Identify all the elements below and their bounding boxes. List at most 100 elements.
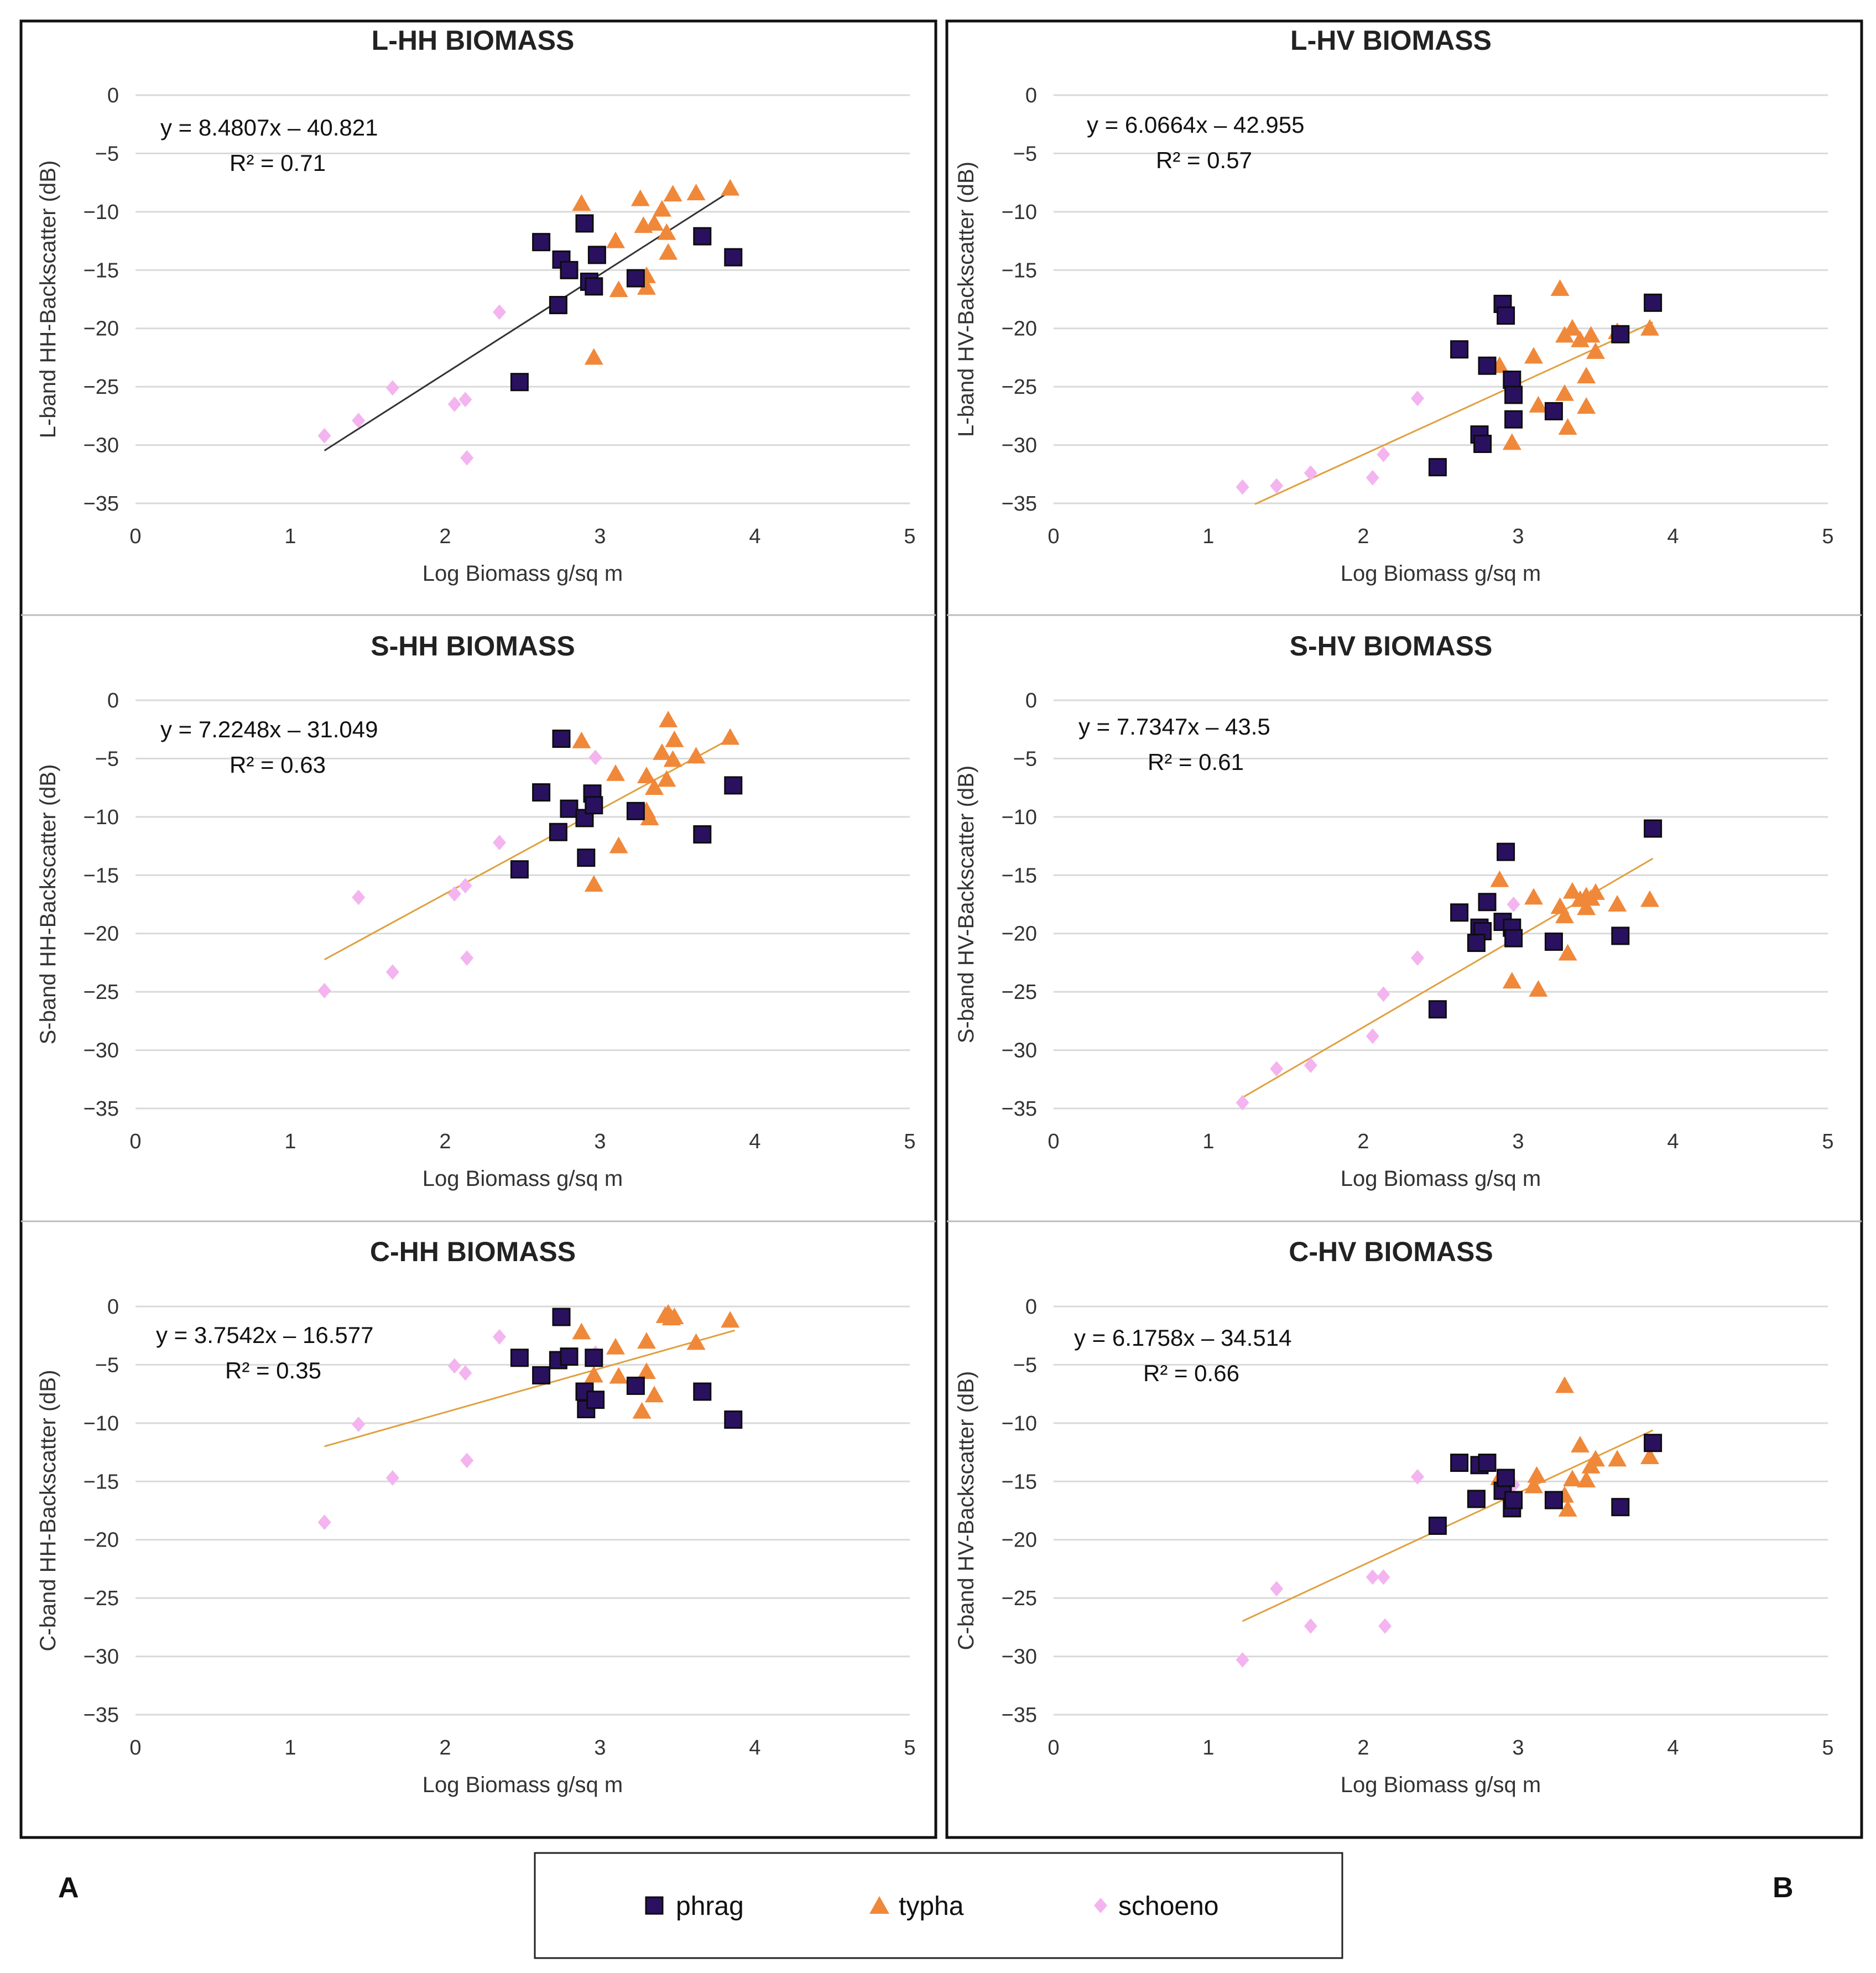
legend-label-phrag: phrag [676, 1892, 744, 1921]
trendline [324, 1329, 736, 1448]
data-point-phrag [585, 1349, 603, 1367]
data-point-phrag [577, 1400, 596, 1419]
data-point-typha [1563, 1470, 1582, 1487]
data-point-schoeno [493, 304, 506, 320]
y-tick-label: −15 [84, 1470, 119, 1493]
data-point-schoeno [1270, 1061, 1284, 1077]
data-point-typha [606, 764, 625, 781]
x-tick-label: 3 [1512, 525, 1524, 548]
data-point-typha [1502, 433, 1521, 450]
data-point-typha [1490, 870, 1509, 887]
trend-equation: y = 6.0664x – 42.955 [1087, 112, 1304, 138]
data-point-typha [721, 179, 740, 196]
data-point-phrag [510, 1349, 529, 1367]
data-point-schoeno [1270, 1581, 1284, 1597]
y-tick-label: 0 [107, 689, 119, 712]
chart-title: C-HV BIOMASS [1289, 1236, 1493, 1267]
x-tick-label: 0 [129, 525, 141, 548]
data-point-typha [606, 231, 625, 248]
data-point-phrag [693, 227, 712, 246]
data-point-phrag [532, 1366, 551, 1384]
y-tick-label: −25 [84, 981, 119, 1004]
x-axis-label: Log Biomass g/sq m [423, 561, 623, 586]
data-point-phrag [587, 246, 606, 264]
y-tick-label: −25 [1002, 981, 1037, 1004]
data-point-schoeno [1377, 446, 1390, 462]
data-point-schoeno [460, 950, 474, 966]
data-point-typha [653, 200, 671, 217]
data-point-typha [609, 1367, 628, 1384]
trendline [324, 735, 736, 961]
y-tick-label: −30 [84, 434, 119, 457]
data-point-schoeno [1304, 1057, 1317, 1073]
data-point-typha [645, 778, 664, 795]
data-point-typha [1555, 907, 1574, 924]
data-point-typha [663, 750, 682, 767]
x-tick-label: 4 [749, 1736, 760, 1759]
y-tick-label: 0 [1025, 1295, 1037, 1319]
trend-equation: y = 7.2248x – 31.049 [160, 716, 378, 742]
legend-marker-schoeno [1094, 1898, 1107, 1913]
y-tick-label: −35 [84, 1097, 119, 1121]
data-point-phrag [724, 1410, 743, 1429]
data-point-phrag [532, 783, 551, 802]
data-point-phrag [1504, 1491, 1523, 1509]
data-point-typha [686, 747, 706, 764]
data-point-schoeno [352, 889, 366, 905]
y-tick-label: −15 [1002, 259, 1037, 282]
data-point-schoeno [460, 1453, 474, 1469]
y-tick-label: −30 [84, 1646, 119, 1669]
data-point-phrag [1497, 1469, 1515, 1487]
y-tick-label: 0 [107, 1295, 119, 1319]
y-tick-label: −5 [95, 1353, 119, 1377]
data-point-phrag [1450, 340, 1469, 359]
x-axis-label: Log Biomass g/sq m [1341, 1167, 1541, 1191]
data-point-schoeno [1377, 986, 1390, 1002]
data-point-phrag [626, 269, 645, 288]
data-point-typha [584, 875, 603, 892]
data-point-typha [665, 1307, 684, 1324]
legend-box [534, 1852, 1343, 1959]
data-point-phrag [575, 809, 594, 827]
y-tick-label: −25 [84, 1587, 119, 1610]
x-tick-label: 2 [1357, 1736, 1369, 1759]
data-point-phrag [1450, 903, 1469, 922]
data-point-schoeno [1377, 1569, 1390, 1585]
data-point-schoeno [385, 964, 399, 980]
y-tick-label: −5 [1013, 1353, 1037, 1377]
data-point-typha [721, 1311, 740, 1328]
data-point-schoeno [352, 1416, 366, 1432]
data-point-schoeno [447, 396, 461, 412]
data-point-phrag [1544, 402, 1563, 420]
y-tick-label: −30 [1002, 1039, 1037, 1063]
data-point-schoeno [385, 380, 399, 396]
data-point-typha [632, 1402, 652, 1419]
data-point-phrag [626, 801, 645, 820]
x-tick-label: 3 [594, 525, 606, 548]
data-point-typha [637, 278, 656, 295]
x-tick-label: 2 [439, 1130, 451, 1153]
data-point-phrag [552, 730, 571, 748]
x-tick-label: 0 [1048, 1130, 1059, 1153]
data-point-typha [645, 214, 664, 231]
y-tick-label: 0 [107, 84, 119, 107]
y-tick-label: −20 [84, 923, 119, 946]
y-tick-label: 0 [1025, 689, 1037, 712]
x-tick-label: 1 [284, 1736, 296, 1759]
x-tick-label: 1 [1202, 525, 1214, 548]
data-point-phrag [586, 1391, 605, 1409]
y-tick-label: −20 [84, 317, 119, 341]
data-point-typha [1563, 319, 1582, 336]
x-tick-label: 1 [1202, 1130, 1214, 1153]
data-point-schoeno [1411, 950, 1424, 966]
data-point-schoeno [1366, 1569, 1379, 1585]
y-tick-label: −25 [1002, 1587, 1037, 1610]
data-point-typha [1577, 1471, 1596, 1488]
y-tick-label: −10 [1002, 806, 1037, 829]
data-point-typha [1640, 890, 1659, 907]
x-tick-label: 5 [904, 1130, 915, 1153]
data-point-typha [1640, 1448, 1659, 1465]
x-tick-label: 5 [1822, 1130, 1833, 1153]
data-point-phrag [577, 848, 596, 867]
